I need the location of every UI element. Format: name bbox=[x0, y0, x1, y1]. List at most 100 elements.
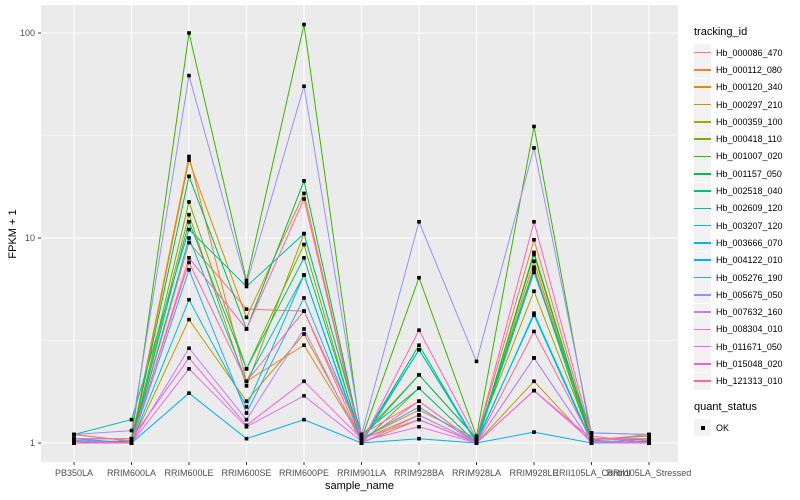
legend-item-label: Hb_008304_010 bbox=[716, 324, 783, 335]
legend-quant-status: quant_status OK bbox=[694, 401, 757, 437]
data-point bbox=[359, 441, 364, 445]
legend-key-swatch bbox=[694, 251, 711, 269]
legend-item-Hb_000112_080: Hb_000112_080 bbox=[694, 61, 783, 79]
legend-line-sample bbox=[694, 69, 711, 71]
data-point bbox=[417, 373, 421, 377]
panel-background bbox=[41, 5, 678, 462]
legend-item-Hb_000120_340: Hb_000120_340 bbox=[694, 78, 783, 96]
data-point bbox=[417, 275, 421, 280]
data-point bbox=[72, 436, 76, 441]
data-point bbox=[244, 379, 249, 384]
legend-line-sample bbox=[694, 51, 711, 54]
x-tick-label: RRIM901LA bbox=[337, 468, 386, 478]
data-point bbox=[302, 379, 306, 384]
y-tick-label: 10 bbox=[25, 233, 35, 243]
legend-key-swatch bbox=[694, 419, 711, 437]
legend-item-label: Hb_121313_010 bbox=[716, 376, 783, 387]
data-point bbox=[302, 332, 306, 336]
legend-item-label: OK bbox=[716, 422, 730, 433]
data-point bbox=[302, 309, 306, 313]
legend-item-Hb_005675_050: Hb_005675_050 bbox=[694, 286, 783, 304]
legend-item-label: Hb_001007_020 bbox=[716, 151, 783, 162]
data-point bbox=[244, 384, 249, 388]
legend-item-Hb_121313_010: Hb_121313_010 bbox=[694, 372, 783, 390]
legend-key-swatch bbox=[694, 303, 711, 321]
data-point bbox=[244, 278, 249, 283]
data-point bbox=[589, 434, 594, 438]
data-point bbox=[129, 428, 134, 433]
data-point bbox=[474, 436, 479, 441]
legend-tracking-id: tracking_id Hb_000086_470 Hb_000112_080 Hb… bbox=[694, 26, 783, 390]
data-point bbox=[244, 405, 249, 409]
legend-key-swatch bbox=[694, 147, 711, 165]
data-point bbox=[417, 424, 421, 429]
data-point bbox=[532, 329, 536, 334]
legend-item-label: Hb_015048_020 bbox=[716, 358, 783, 369]
legend-quant-status-title: quant_status bbox=[694, 401, 757, 413]
legend-item-Hb_005276_190: Hb_005276_190 bbox=[694, 269, 783, 286]
data-point bbox=[589, 438, 594, 443]
x-tick-label: RRII105LA_Stressed bbox=[607, 468, 692, 478]
data-point bbox=[187, 297, 191, 302]
x-tick-label: RRIM600PE bbox=[279, 468, 329, 478]
legend-key-swatch bbox=[694, 61, 711, 79]
legend-item-label: Hb_002518_040 bbox=[716, 186, 783, 197]
y-axis-title: FPKM + 1 bbox=[7, 209, 19, 259]
x-tick-label: RRII105LA_Control bbox=[552, 468, 630, 478]
data-point bbox=[532, 250, 536, 255]
x-tick-label: RRIM928BA bbox=[394, 468, 444, 478]
data-point bbox=[532, 356, 536, 360]
data-point bbox=[532, 237, 536, 242]
legend-key-swatch bbox=[694, 113, 711, 131]
legend-key-swatch bbox=[694, 217, 711, 235]
legend-point-sample bbox=[700, 425, 705, 430]
data-point bbox=[244, 399, 249, 403]
legend-item-label: Hb_000297_210 bbox=[716, 99, 783, 110]
data-point bbox=[589, 431, 594, 435]
data-point bbox=[417, 343, 421, 347]
legend-item-label: Hb_005675_050 bbox=[716, 289, 783, 300]
data-point bbox=[244, 417, 249, 422]
legend-line-sample bbox=[694, 380, 711, 383]
data-point bbox=[187, 391, 191, 395]
legend-item-Hb_002518_040: Hb_002518_040 bbox=[694, 182, 783, 200]
legend-item-Hb_003207_120: Hb_003207_120 bbox=[694, 217, 783, 235]
x-tick-label: RRIM600LE bbox=[164, 468, 213, 478]
x-tick-label: RRIM600SE bbox=[221, 468, 271, 478]
legend-item-quant-OK: OK bbox=[694, 419, 757, 437]
legend-line-sample bbox=[694, 86, 711, 89]
data-point bbox=[187, 267, 191, 272]
legend-key-swatch bbox=[694, 234, 711, 252]
legend-item-label: Hb_000418_110 bbox=[716, 134, 782, 145]
legend-item-label: Hb_000120_340 bbox=[716, 82, 783, 93]
data-point bbox=[302, 256, 306, 260]
data-point bbox=[532, 267, 536, 272]
legend-item-Hb_000359_100: Hb_000359_100 bbox=[694, 113, 783, 131]
legend-item-Hb_000418_110: Hb_000418_110 bbox=[694, 130, 783, 148]
data-point bbox=[302, 179, 306, 183]
legend-item-Hb_011671_050: Hb_011671_050 bbox=[694, 338, 783, 356]
legend-item-Hb_000086_470: Hb_000086_470 bbox=[694, 44, 783, 62]
legend-line-sample bbox=[694, 363, 711, 365]
x-tick-label: PB350LA bbox=[55, 468, 93, 478]
data-point bbox=[187, 212, 191, 217]
data-point bbox=[187, 227, 191, 232]
legend-key-swatch bbox=[694, 130, 711, 148]
data-point bbox=[302, 191, 306, 196]
y-tick-label: 1 bbox=[30, 438, 35, 448]
data-point bbox=[532, 313, 536, 318]
legend-item-label: Hb_000112_080 bbox=[716, 64, 782, 75]
legend-line-sample bbox=[694, 172, 711, 175]
legend-line-sample bbox=[694, 345, 711, 348]
legend-item-Hb_015048_020: Hb_015048_020 bbox=[694, 355, 783, 373]
data-point bbox=[187, 219, 191, 224]
data-point bbox=[244, 315, 249, 320]
legend-item-Hb_003666_070: Hb_003666_070 bbox=[694, 234, 783, 252]
data-point bbox=[72, 432, 76, 437]
legend-line-sample bbox=[694, 242, 711, 244]
data-point bbox=[302, 242, 306, 247]
legend-item-Hb_008304_010: Hb_008304_010 bbox=[694, 320, 783, 338]
data-point bbox=[187, 367, 191, 371]
data-point bbox=[302, 393, 306, 398]
legend-line-sample bbox=[694, 121, 711, 123]
